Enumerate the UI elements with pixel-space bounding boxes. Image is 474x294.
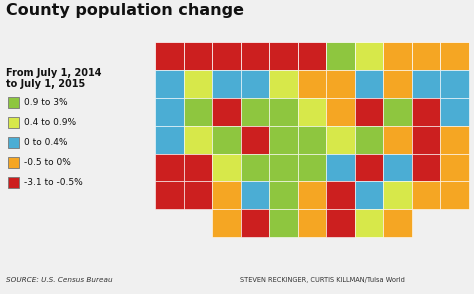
- Bar: [212, 209, 241, 237]
- Bar: [298, 98, 326, 126]
- Bar: [212, 70, 241, 98]
- Bar: [269, 70, 298, 98]
- Bar: [155, 70, 183, 98]
- Bar: [212, 98, 241, 126]
- Bar: [183, 181, 212, 209]
- Bar: [155, 98, 183, 126]
- Bar: [440, 153, 469, 181]
- Bar: [326, 98, 355, 126]
- Bar: [8, 97, 19, 108]
- Bar: [241, 126, 269, 153]
- Bar: [383, 209, 412, 237]
- Bar: [212, 181, 241, 209]
- Text: -3.1 to -0.5%: -3.1 to -0.5%: [24, 178, 83, 187]
- Bar: [241, 70, 269, 98]
- Bar: [155, 126, 183, 153]
- Bar: [355, 126, 383, 153]
- Bar: [355, 42, 383, 70]
- Text: SOURCE: U.S. Census Bureau: SOURCE: U.S. Census Bureau: [6, 277, 113, 283]
- Bar: [269, 126, 298, 153]
- Text: 0 to 0.4%: 0 to 0.4%: [24, 138, 67, 147]
- Bar: [412, 153, 440, 181]
- Bar: [241, 181, 269, 209]
- Bar: [183, 98, 212, 126]
- Bar: [241, 42, 269, 70]
- Bar: [326, 153, 355, 181]
- Bar: [212, 153, 241, 181]
- Bar: [326, 42, 355, 70]
- Bar: [241, 209, 269, 237]
- Bar: [155, 42, 183, 70]
- Bar: [8, 117, 19, 128]
- Bar: [355, 209, 383, 237]
- Text: From July 1, 2014: From July 1, 2014: [6, 68, 101, 78]
- Bar: [326, 70, 355, 98]
- Bar: [355, 181, 383, 209]
- Bar: [212, 126, 241, 153]
- Bar: [412, 181, 440, 209]
- Bar: [8, 157, 19, 168]
- Text: -0.5 to 0%: -0.5 to 0%: [24, 158, 71, 167]
- Bar: [269, 209, 298, 237]
- Bar: [298, 153, 326, 181]
- Bar: [326, 126, 355, 153]
- Bar: [412, 98, 440, 126]
- Bar: [155, 153, 183, 181]
- Bar: [155, 181, 183, 209]
- Bar: [298, 209, 326, 237]
- Bar: [298, 126, 326, 153]
- Bar: [183, 153, 212, 181]
- Text: to July 1, 2015: to July 1, 2015: [6, 79, 85, 89]
- Bar: [440, 42, 469, 70]
- Bar: [383, 181, 412, 209]
- Bar: [326, 181, 355, 209]
- Bar: [383, 98, 412, 126]
- Bar: [383, 153, 412, 181]
- Bar: [355, 70, 383, 98]
- Text: County population change: County population change: [6, 3, 244, 18]
- Bar: [412, 42, 440, 70]
- Bar: [212, 42, 241, 70]
- Text: STEVEN RECKINGER, CURTIS KILLMAN/Tulsa World: STEVEN RECKINGER, CURTIS KILLMAN/Tulsa W…: [240, 277, 405, 283]
- Bar: [8, 177, 19, 188]
- Bar: [298, 181, 326, 209]
- Bar: [183, 42, 212, 70]
- Bar: [383, 42, 412, 70]
- Text: 0.4 to 0.9%: 0.4 to 0.9%: [24, 118, 76, 127]
- Bar: [383, 126, 412, 153]
- Bar: [269, 153, 298, 181]
- Bar: [298, 70, 326, 98]
- Bar: [298, 42, 326, 70]
- Bar: [440, 98, 469, 126]
- Bar: [183, 126, 212, 153]
- Bar: [183, 70, 212, 98]
- Bar: [269, 181, 298, 209]
- Bar: [269, 98, 298, 126]
- Bar: [8, 137, 19, 148]
- Bar: [355, 153, 383, 181]
- Bar: [269, 42, 298, 70]
- Bar: [355, 98, 383, 126]
- Bar: [383, 70, 412, 98]
- Bar: [241, 98, 269, 126]
- Bar: [412, 70, 440, 98]
- Bar: [326, 209, 355, 237]
- Bar: [412, 126, 440, 153]
- Bar: [440, 126, 469, 153]
- Text: 0.9 to 3%: 0.9 to 3%: [24, 98, 68, 107]
- Bar: [440, 70, 469, 98]
- Bar: [440, 181, 469, 209]
- Bar: [241, 153, 269, 181]
